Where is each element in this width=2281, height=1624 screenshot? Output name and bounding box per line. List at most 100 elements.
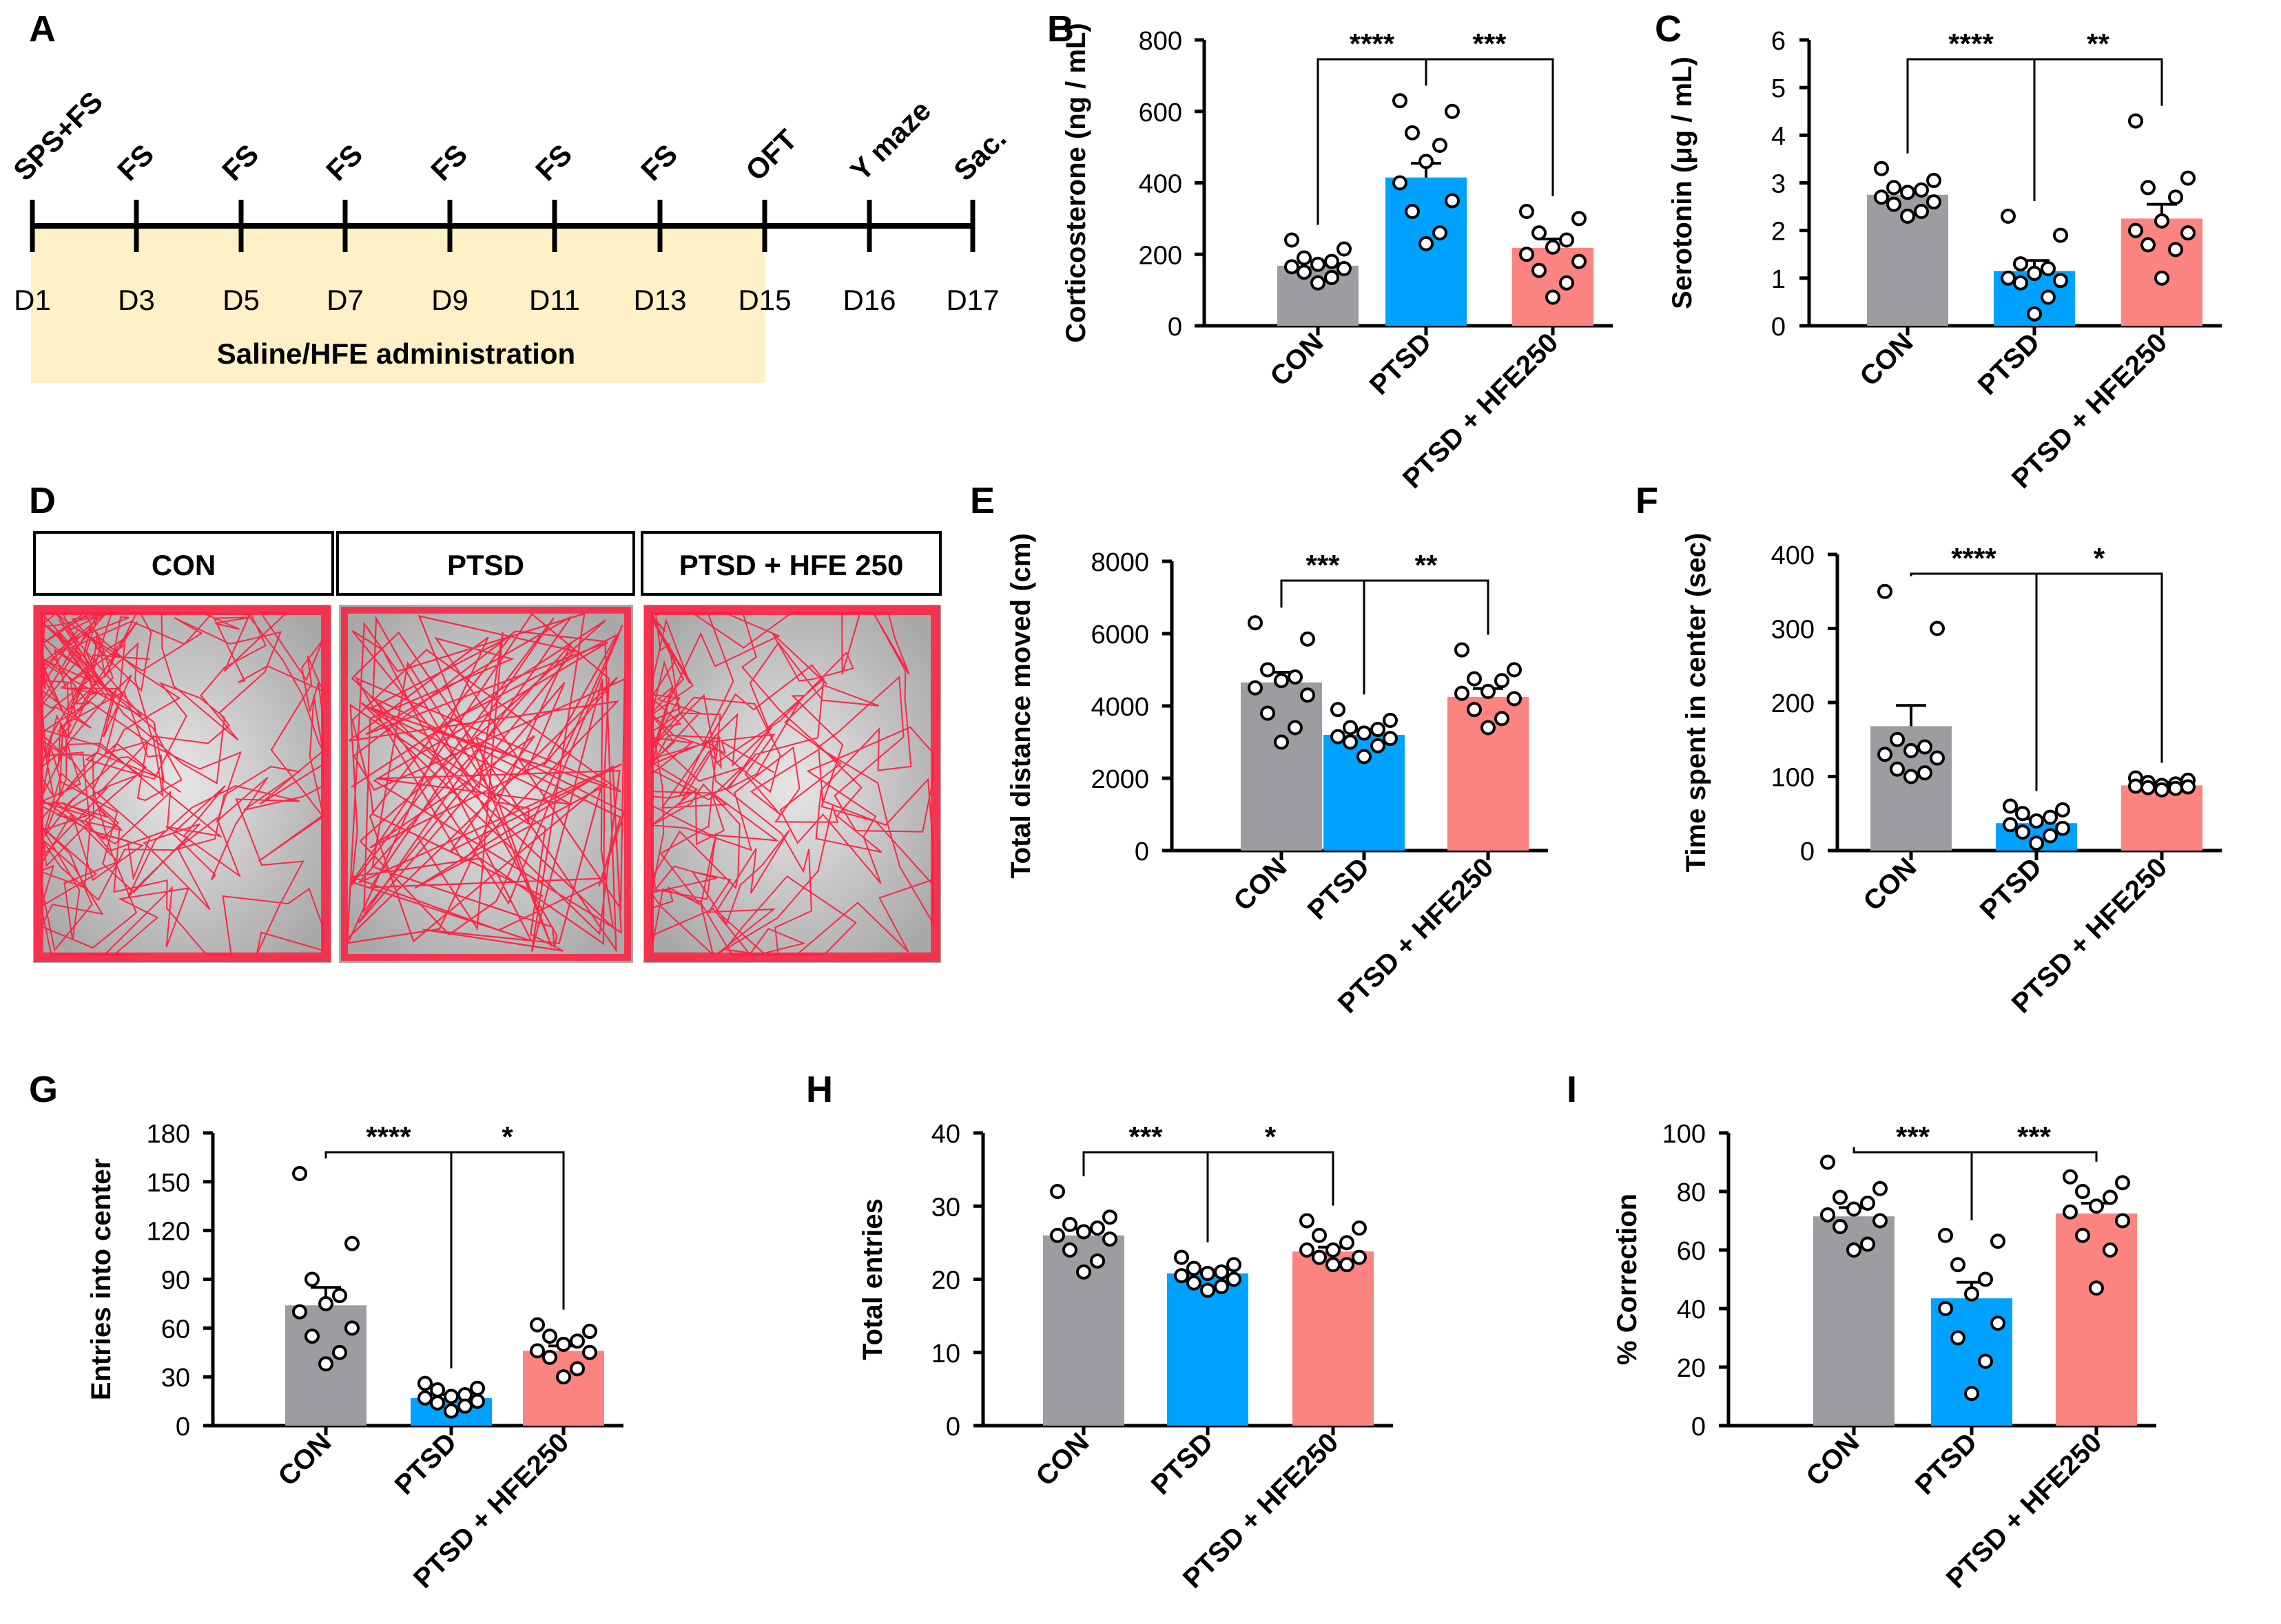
y-tick-label: 20 [1677, 1354, 1706, 1383]
data-point [1507, 691, 1522, 707]
administration-band [31, 226, 765, 383]
data-point [1174, 1249, 1189, 1265]
data-point [2154, 782, 2169, 798]
data-point [1076, 1224, 1091, 1240]
x-tick-label: PTSD [389, 1427, 463, 1501]
event-label: Y maze [844, 94, 937, 187]
day-label: D5 [223, 284, 260, 316]
significance-label: **** [1951, 542, 1996, 574]
x-tick-label: PTSD [1364, 327, 1438, 401]
data-point [570, 1361, 585, 1377]
data-point [570, 1333, 585, 1349]
x-tick-label: CON [1854, 327, 1919, 392]
data-point [2015, 806, 2030, 822]
data-point [1288, 669, 1303, 685]
track-label: CON [152, 549, 216, 581]
significance-label: **** [1350, 28, 1395, 60]
data-point [2140, 180, 2156, 196]
significance-bracket [1206, 1151, 1334, 1242]
y-tick-label: 30 [931, 1193, 960, 1222]
data-point [2180, 779, 2196, 795]
data-point [2154, 213, 2169, 229]
data-point [1076, 1264, 1091, 1280]
data-point [1467, 702, 1482, 718]
y-tick-label: 120 [147, 1218, 190, 1247]
data-point [1297, 264, 1312, 280]
y-tick-label: 1 [1771, 265, 1786, 294]
data-point [470, 1380, 485, 1396]
data-point [430, 1382, 445, 1398]
data-point [444, 1388, 459, 1404]
event-label: Sac. [947, 122, 1012, 187]
data-point [1964, 1286, 1979, 1302]
data-point [292, 1166, 307, 1182]
data-point [344, 1320, 360, 1336]
y-axis-label: Corticosterone (ng / mL) [1061, 23, 1091, 342]
y-tick-label: 80 [1677, 1178, 1706, 1207]
panel-letter-i: I [1567, 1069, 1577, 1110]
data-point [2128, 222, 2143, 238]
data-point [1300, 687, 1315, 703]
data-point [1519, 247, 1534, 262]
data-point [1519, 204, 1534, 219]
y-tick-label: 0 [946, 1413, 960, 1441]
track-label: PTSD [447, 549, 524, 581]
data-point [1383, 713, 1398, 728]
data-point [1392, 175, 1407, 191]
data-point [1405, 125, 1420, 140]
data-point [1914, 182, 1929, 198]
data-point [1445, 193, 1460, 209]
data-point [1356, 725, 1372, 741]
data-point [1432, 225, 1447, 241]
x-tick-label: CON [1264, 327, 1329, 392]
data-point [1405, 204, 1420, 219]
data-point [2180, 225, 2196, 241]
data-point [430, 1395, 445, 1410]
x-tick-label: PTSD [1146, 1427, 1219, 1501]
panel-letter-b: B [1047, 8, 1074, 50]
y-axis-label: Serotonin (μg / mL) [1667, 56, 1697, 309]
significance-label: **** [1948, 28, 1994, 60]
data-point [457, 1398, 473, 1414]
data-point [1978, 1271, 1993, 1287]
data-point [1938, 1227, 1953, 1243]
y-tick-label: 30 [161, 1364, 190, 1393]
border-trail [34, 605, 331, 962]
data-point [1339, 1257, 1354, 1273]
data-point [2001, 270, 2016, 286]
track-label-box [33, 531, 334, 596]
data-point [2089, 1280, 2104, 1296]
significance-label: ** [2087, 28, 2109, 60]
data-point [1288, 720, 1303, 736]
track-label-box [641, 531, 942, 596]
event-label: FS [529, 138, 578, 187]
x-tick-label: CON [272, 1427, 337, 1492]
data-point [1559, 232, 1574, 248]
event-label: SPS+FS [7, 85, 109, 187]
y-axis-label: Total entries [858, 1198, 888, 1360]
bar [1043, 1235, 1124, 1426]
arena-image [643, 605, 941, 963]
y-tick-label: 60 [161, 1315, 190, 1344]
y-tick-label: 60 [1677, 1237, 1706, 1266]
data-point [1454, 642, 1469, 658]
data-point [1356, 749, 1372, 764]
data-point [1903, 742, 1919, 758]
data-point [1418, 236, 1434, 251]
data-point [1284, 232, 1299, 248]
data-point [1324, 253, 1339, 269]
data-point [1494, 711, 1509, 727]
data-point [2154, 270, 2169, 286]
data-point [1226, 1271, 1241, 1287]
data-point [1200, 1266, 1215, 1281]
data-point [1050, 1184, 1065, 1199]
panel-letter-f: F [1635, 480, 1658, 521]
data-point [1102, 1231, 1117, 1247]
event-label: FS [216, 138, 265, 187]
data-point [2075, 1184, 2090, 1199]
y-tick-label: 0 [1771, 313, 1786, 342]
significance-bracket [2035, 572, 2163, 791]
data-point [1571, 211, 1587, 227]
